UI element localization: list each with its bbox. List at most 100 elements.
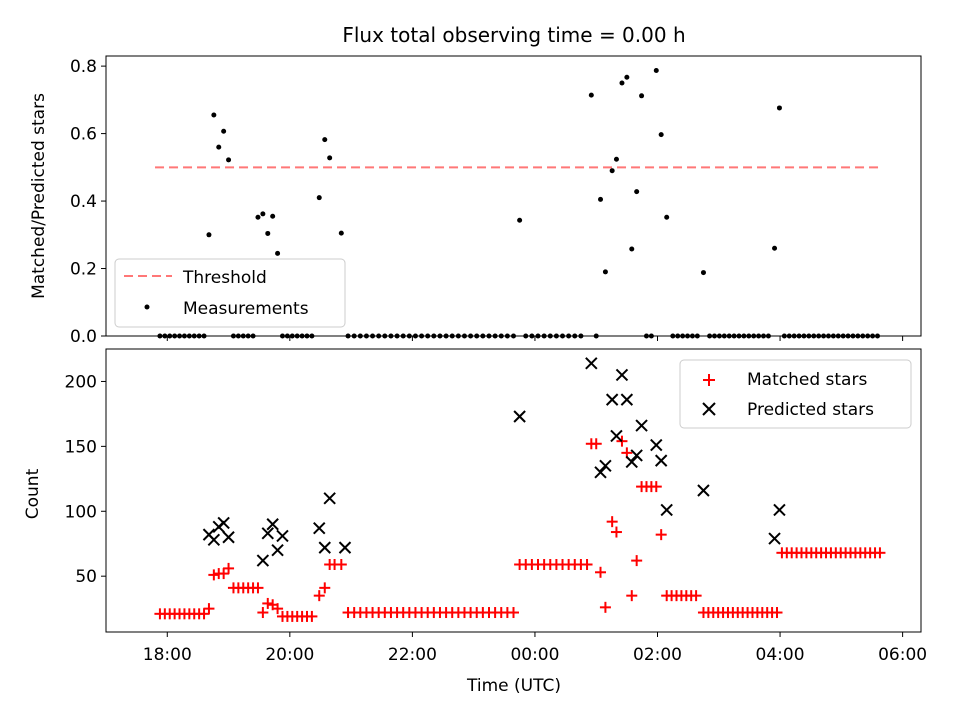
measurement-point [226,157,232,163]
measurement-point [275,250,281,256]
matched-stars-point [595,566,607,578]
predicted-stars-point [635,419,648,432]
matched-stars-point [599,601,611,613]
top-legend-frame [114,258,346,328]
legend-threshold-label: Threshold [182,268,267,288]
bottom-subplot: 50 100 150 200 18:00 20:00 22:00 00:00 02:00 04:… [23,348,927,696]
predicted-stars-point [207,533,221,547]
measurement-point [517,217,523,223]
top-y-tick-label: 0.8 [70,57,97,77]
predicted-stars-point [697,484,710,497]
matched-stars-point [650,481,662,493]
predicted-stars-point [318,541,331,554]
legend-measurements-label: Measurements [183,299,309,319]
matched-stars-point [218,568,230,580]
matched-stars-point [198,608,210,620]
matched-stars-point [874,547,886,559]
measurement-point [265,230,271,236]
bottom-y-tick-label: 50 [75,567,97,587]
matched-stars-point [208,569,220,581]
measurement-point [613,156,619,162]
predicted-stars-point [271,544,284,557]
x-tick-label: 06:00 [878,645,927,665]
measurement-point [327,155,333,161]
predicted-stars-point [615,368,629,382]
measurement-point [338,230,344,236]
top-x-ticks [166,336,904,341]
legend-measurements-swatch [144,304,150,310]
measurement-point [639,93,645,99]
matched-stars-point [252,582,264,594]
matched-stars-point [257,607,269,619]
measurement-point [270,213,276,219]
matched-stars-point [626,590,638,602]
top-y-axis-label: Matched/Predicted stars [29,93,49,299]
predicted-stars-point [605,393,619,406]
bottom-data-layer [154,357,886,622]
x-tick-label: 20:00 [265,645,314,665]
predicted-stars-point [610,429,623,443]
bottom-y-axis: 50 100 150 200 [65,372,106,587]
predicted-stars-point [594,466,607,479]
predicted-stars-point [625,455,638,469]
predicted-stars-point [313,521,326,535]
predicted-stars-point [217,516,230,530]
bottom-axes-frame [105,348,922,633]
matched-stars-point [223,562,235,574]
chart-title: Flux total observing time = 0.00 h [342,23,685,47]
matched-stars-point [313,590,325,602]
matched-stars-point [771,607,783,619]
measurement-point [211,112,217,118]
predicted-stars-point [513,410,526,423]
legend-matched-label: Matched stars [747,370,867,390]
predicted-stars-point [620,393,634,406]
measurement-point [664,214,670,220]
predicted-stars-point [266,518,279,531]
predicted-stars-point [773,503,786,517]
measurement-point [206,232,212,238]
x-tick-label: 04:00 [756,645,805,665]
bottom-y-tick-label: 100 [65,502,97,522]
predicted-stars-point [660,503,673,517]
matched-stars-point [335,558,347,570]
measurement-point [619,80,625,86]
matched-stars-point [262,597,274,609]
predicted-stars-point [768,532,781,545]
top-y-tick-label: 0.4 [70,192,97,212]
top-axes-frame [105,55,922,337]
measurement-point [598,196,604,202]
bottom-legend-frame [679,359,912,429]
measurement-point [316,195,322,201]
predicted-stars-point [323,492,336,505]
measurement-point [588,92,594,98]
predicted-stars-point [338,541,352,554]
predicted-stars-point [585,357,598,370]
matched-stars-point [306,610,318,622]
bottom-legend: Matched stars Predicted stars [679,359,912,429]
measurement-point [634,189,640,195]
x-tick-label: 18:00 [143,645,192,665]
measurement-point [322,137,328,143]
top-legend: Threshold Measurements [114,258,346,328]
x-axis-label: Time (UTC) [466,676,561,696]
measurement-point [260,211,266,217]
bottom-y-tick-label: 200 [65,372,97,392]
measurement-point [609,168,615,174]
measurement-point [255,214,261,220]
bottom-x-axis: 18:00 20:00 22:00 00:00 02:00 04:00 06:00 [143,632,927,665]
predicted-stars-point [650,438,663,452]
matched-stars-point [319,582,331,594]
predicted-stars-point [599,459,612,473]
top-y-tick-label: 0.0 [70,327,97,347]
top-y-tick-label: 0.6 [70,125,97,145]
matched-stars-point [272,603,284,615]
predicted-stars-point [222,531,235,544]
matched-stars-point [606,516,618,528]
legend-matched-swatch [703,374,715,386]
legend-predicted-swatch [702,402,716,416]
bottom-y-axis-label: Count [23,468,43,519]
predicted-stars-point [630,449,643,462]
measurement-point [629,246,635,252]
measurement-point [700,270,706,276]
